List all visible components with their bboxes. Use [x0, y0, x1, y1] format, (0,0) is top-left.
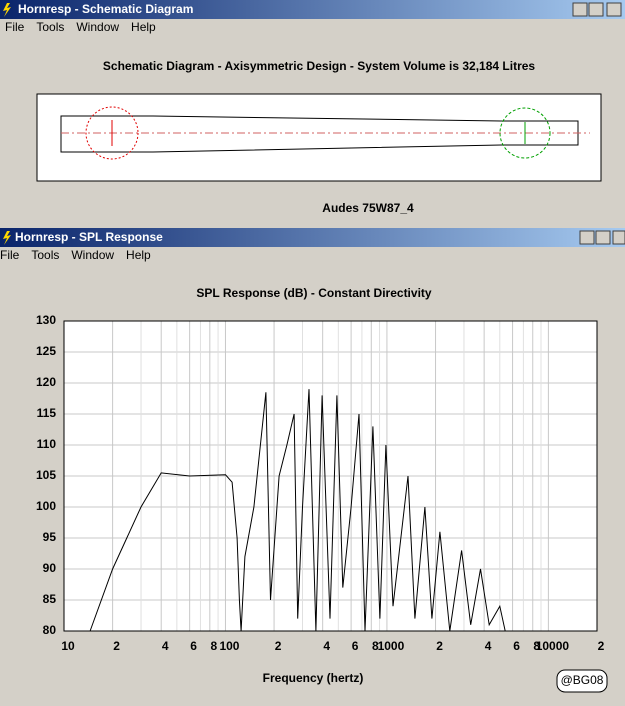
y-tick-label: 120: [36, 375, 56, 389]
y-tick-label: 130: [36, 313, 56, 327]
horn-outline: [60, 115, 579, 153]
x-tick-label: 6: [513, 639, 520, 653]
x-tick-label: 4: [162, 639, 169, 653]
x-tick-label: 2: [275, 639, 282, 653]
window-buttons[interactable]: [572, 2, 622, 17]
close[interactable]: [612, 230, 625, 245]
spl-curve: [89, 389, 506, 632]
maximize[interactable]: [595, 230, 611, 245]
minimize[interactable]: [579, 230, 595, 245]
x-tick-label: 4: [485, 639, 492, 653]
watermark-box: [556, 669, 608, 693]
mouth-circle: [499, 107, 551, 159]
x-tick-label: 6: [190, 639, 197, 653]
menu-bar: File Tools Window Help: [5, 20, 156, 34]
window-title: Hornresp - SPL Response: [15, 230, 163, 244]
x-tick-label: 4: [323, 639, 330, 653]
x-tick-label: 6: [352, 639, 359, 653]
menu-item[interactable]: Window: [71, 248, 114, 262]
x-tick-label: 1000: [378, 639, 405, 653]
chart-title: SPL Response (dB) - Constant Directivity: [196, 286, 431, 300]
x-tick-label: 8: [533, 639, 540, 653]
y-tick-label: 115: [37, 406, 57, 420]
driver-circle: [85, 106, 139, 160]
title-bar: [0, 0, 625, 19]
x-tick-label: 100: [219, 639, 239, 653]
menu-bar: File Tools Window Help: [0, 248, 151, 262]
y-tick-label: 85: [43, 592, 57, 606]
y-tick-label: 95: [43, 530, 57, 544]
x-tick-label: 10000: [536, 639, 570, 653]
watermark: @BG08: [561, 673, 604, 687]
x-tick-label: 2: [436, 639, 443, 653]
maximize[interactable]: [588, 2, 604, 17]
y-tick-label: 110: [37, 437, 57, 451]
menu-item[interactable]: File: [0, 248, 20, 262]
menu-item[interactable]: Tools: [31, 248, 59, 262]
x-tick-label: 8: [210, 639, 217, 653]
x-tick-label: 8: [372, 639, 379, 653]
schematic-box: [36, 93, 602, 182]
schematic-heading: Schematic Diagram - Axisymmetric Design …: [103, 59, 536, 73]
menu-item[interactable]: Tools: [36, 20, 64, 34]
y-tick-label: 90: [43, 561, 57, 575]
y-tick-label: 105: [36, 468, 56, 482]
y-tick-label: 100: [36, 499, 56, 513]
y-tick-label: 80: [43, 623, 57, 637]
x-tick-label: 10: [61, 639, 75, 653]
x-axis-label: Frequency (hertz): [263, 671, 364, 685]
title-bar: [0, 228, 625, 247]
x-tick-label: 2: [598, 639, 605, 653]
driver-caption: Audes 75W87_4: [322, 201, 414, 215]
close[interactable]: [606, 2, 622, 17]
app-icon: [3, 3, 11, 17]
menu-item[interactable]: Window: [76, 20, 119, 34]
window-title: Hornresp - Schematic Diagram: [18, 2, 193, 16]
menu-item[interactable]: Help: [126, 248, 151, 262]
window-buttons[interactable]: [579, 230, 625, 245]
menu-item[interactable]: File: [5, 20, 25, 34]
app-icon: [3, 231, 11, 245]
plot-frame: [63, 320, 598, 632]
y-tick-label: 125: [36, 344, 56, 358]
minimize[interactable]: [572, 2, 588, 17]
menu-item[interactable]: Help: [131, 20, 156, 34]
x-tick-label: 2: [113, 639, 120, 653]
